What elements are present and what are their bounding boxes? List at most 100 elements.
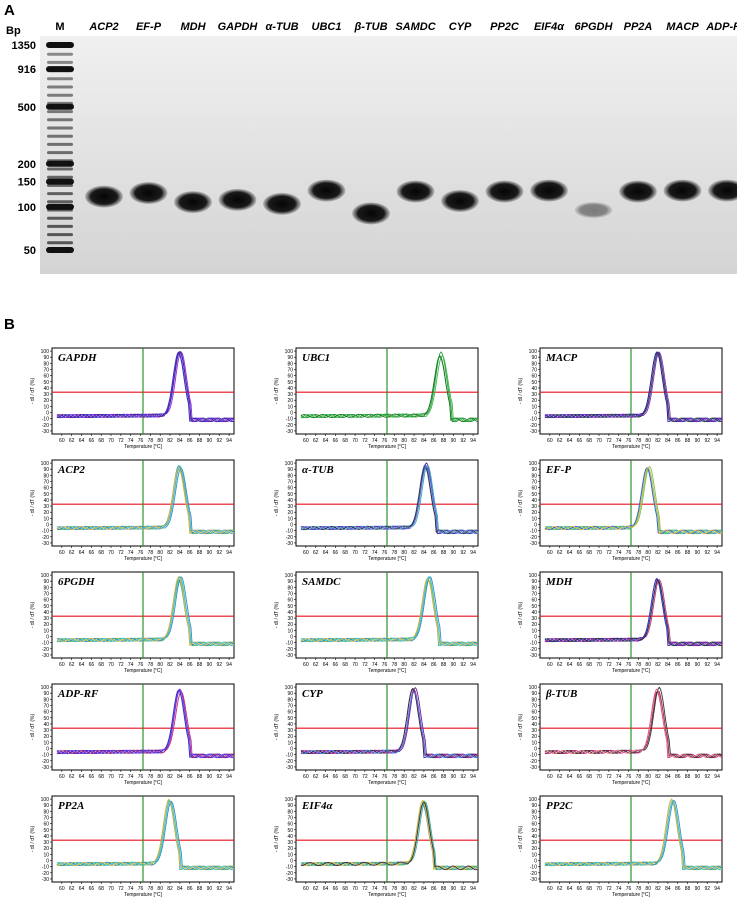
y-tick-label: -30	[42, 429, 49, 435]
y-tick-label: 50	[531, 828, 537, 834]
lane-label: EF-P	[136, 21, 162, 33]
x-tick-label: 88	[685, 774, 691, 780]
x-tick-label: 86	[187, 550, 193, 556]
ladder-band-500	[46, 103, 74, 110]
pcr-band	[174, 191, 212, 214]
x-tick-label: 90	[451, 886, 457, 892]
pcr-band	[708, 179, 737, 202]
y-tick-label: 100	[41, 685, 50, 691]
y-tick-label: -30	[286, 429, 293, 435]
y-tick-label: -30	[530, 653, 537, 659]
x-tick-label: 88	[441, 774, 447, 780]
y-tick-label: -20	[286, 535, 293, 541]
x-tick-label: 62	[69, 774, 75, 780]
melt-curve	[300, 355, 479, 423]
y-tick-label: 40	[287, 610, 293, 616]
x-tick-label: 90	[207, 438, 213, 444]
pcr-band	[85, 185, 123, 208]
plot-gene-label: SAMDC	[302, 576, 341, 588]
y-axis-label: - dI / dT (%)	[518, 378, 524, 405]
x-tick-label: 74	[128, 550, 134, 556]
ladder-label-200: 200	[18, 159, 36, 171]
y-tick-label: 0	[290, 523, 293, 529]
y-tick-label: -20	[286, 871, 293, 877]
x-tick-label: 82	[411, 662, 417, 668]
x-tick-label: 82	[655, 438, 661, 444]
x-tick-label: 74	[372, 662, 378, 668]
y-tick-label: 0	[46, 411, 49, 417]
ladder-band	[47, 110, 73, 114]
ladder-band	[47, 167, 73, 171]
y-tick-label: 0	[46, 747, 49, 753]
x-tick-label: 84	[177, 886, 183, 892]
y-tick-label: 70	[287, 816, 293, 822]
y-tick-label: -10	[530, 865, 537, 871]
y-tick-label: 50	[287, 828, 293, 834]
x-tick-label: 90	[695, 438, 701, 444]
y-axis-label: - dI / dT (%)	[30, 826, 36, 853]
x-axis-label: Temperature [°C]	[124, 444, 162, 450]
marker-lane-label: M	[55, 21, 64, 33]
y-tick-label: 20	[43, 622, 49, 628]
melt-curve	[300, 576, 479, 647]
pcr-band	[663, 179, 702, 202]
y-tick-label: 60	[531, 486, 537, 492]
ladder-band	[47, 241, 73, 245]
x-tick-label: 84	[177, 550, 183, 556]
y-tick-label: 10	[287, 404, 293, 410]
y-tick-label: 80	[531, 809, 537, 815]
plot-gene-label: ADP-RF	[57, 688, 99, 700]
x-tick-label: 94	[714, 774, 720, 780]
x-axis-label: Temperature [°C]	[124, 668, 162, 674]
lane-label: PP2A	[624, 21, 653, 33]
y-tick-label: 70	[531, 592, 537, 598]
x-tick-label: 62	[69, 886, 75, 892]
y-tick-label: 80	[531, 585, 537, 591]
x-axis-label: Temperature [°C]	[612, 892, 650, 898]
y-tick-label: 50	[43, 716, 49, 722]
gel-background	[40, 36, 737, 274]
melt-curve	[544, 800, 723, 871]
melt-curve	[544, 579, 723, 647]
melt-curve	[56, 689, 235, 759]
x-tick-label: 90	[695, 886, 701, 892]
y-tick-label: 50	[287, 380, 293, 386]
y-tick-label: 10	[531, 628, 537, 634]
y-tick-label: 70	[287, 368, 293, 374]
x-tick-label: 76	[382, 886, 388, 892]
y-tick-label: 80	[287, 585, 293, 591]
melt-curve	[300, 801, 479, 871]
y-tick-label: 100	[529, 349, 538, 355]
x-tick-label: 88	[441, 438, 447, 444]
lane-label: UBC1	[312, 21, 342, 33]
y-tick-label: 30	[531, 616, 537, 622]
x-tick-label: 76	[626, 550, 632, 556]
melt-curve	[56, 576, 235, 647]
x-tick-label: 84	[421, 662, 427, 668]
x-tick-label: 68	[586, 886, 592, 892]
melt-curve	[300, 465, 479, 535]
x-tick-label: 90	[695, 774, 701, 780]
x-tick-label: 74	[616, 550, 622, 556]
x-tick-label: 62	[313, 886, 319, 892]
x-axis-label: Temperature [°C]	[124, 780, 162, 786]
y-tick-label: 20	[531, 622, 537, 628]
ladder-band	[47, 200, 73, 204]
y-tick-label: 20	[43, 510, 49, 516]
x-tick-label: 90	[695, 662, 701, 668]
x-tick-label: 72	[118, 774, 124, 780]
ladder-band	[47, 192, 73, 196]
x-tick-label: 60	[547, 662, 553, 668]
y-tick-label: 80	[43, 809, 49, 815]
y-axis-label: - dI / dT (%)	[274, 602, 280, 629]
y-tick-label: 30	[531, 392, 537, 398]
y-tick-label: 90	[287, 467, 293, 473]
y-tick-label: 0	[290, 635, 293, 641]
y-axis-label: - dI / dT (%)	[274, 714, 280, 741]
x-tick-label: 92	[216, 438, 222, 444]
y-tick-label: -30	[286, 541, 293, 547]
x-tick-label: 86	[187, 662, 193, 668]
